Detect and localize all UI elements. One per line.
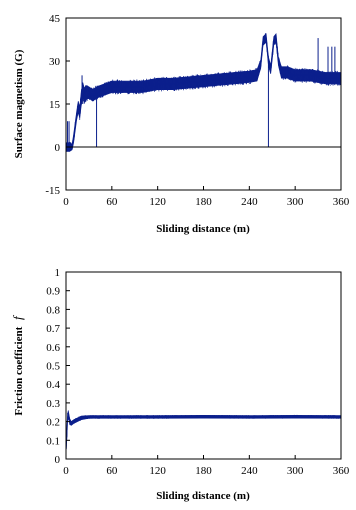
y-tick-label: 0.5 — [46, 361, 60, 373]
x-tick-label: 240 — [241, 465, 258, 477]
series-line — [65, 414, 342, 450]
y-tick-label: 0 — [55, 142, 61, 154]
x-tick-label: 120 — [149, 196, 166, 208]
y-axis-label: Surface magnetism (G) — [13, 49, 25, 158]
y-tick-label: 0 — [55, 454, 61, 466]
x-tick-label: 60 — [106, 465, 118, 477]
y-tick-label: 45 — [49, 13, 61, 25]
y-tick-label: 0.4 — [46, 379, 60, 391]
y-tick-label: 0.2 — [46, 417, 60, 429]
y-tick-label: 0.7 — [46, 323, 60, 335]
x-tick-label: 0 — [63, 196, 69, 208]
y-tick-label: 30 — [49, 56, 61, 68]
series-line — [66, 36, 341, 148]
y-axis-label-group: Friction coefficient f — [10, 314, 25, 416]
y-tick-label: 15 — [49, 99, 61, 111]
y-tick-label: 1 — [55, 267, 61, 279]
x-tick-label: 300 — [287, 196, 304, 208]
y-tick-label: -15 — [45, 185, 60, 197]
surface-magnetism-data — [65, 33, 342, 153]
x-axis-label: Sliding distance (m) — [156, 490, 250, 502]
series-noise-band — [65, 33, 342, 152]
x-tick-label: 360 — [333, 465, 350, 477]
y-tick-label: 0.6 — [46, 342, 60, 354]
y-tick-label: 0.3 — [46, 398, 60, 410]
plot-frame — [65, 17, 342, 191]
x-axis-label: Sliding distance (m) — [156, 223, 250, 235]
plot-frame — [65, 271, 342, 460]
x-tick-label: 120 — [149, 465, 166, 477]
x-tick-label: 300 — [287, 465, 304, 477]
y-tick-label: 0.8 — [46, 304, 60, 316]
y-tick-label: 0.1 — [46, 435, 60, 447]
x-tick-label: 240 — [241, 196, 258, 208]
series-noise-strokes — [65, 413, 342, 455]
friction-coefficient-data — [65, 410, 342, 455]
x-tick-label: 180 — [195, 465, 212, 477]
friction-coefficient-chart: 0 60 120 180 240 300 360 0 0.1 0.2 0.3 0.4 0.5 0.6 0.7… — [10, 267, 350, 502]
x-tick-label: 60 — [106, 196, 118, 208]
x-tick-label: 180 — [195, 196, 212, 208]
y-tick-label: 0.9 — [46, 286, 60, 298]
y-axis-symbol: f — [10, 314, 25, 320]
x-tick-label: 360 — [333, 196, 350, 208]
x-tick-label: 0 — [63, 465, 69, 477]
axis-ticks: 0 60 120 180 240 300 360 0 0.1 0.2 0.3 0.4 0.5 0.6 0.7… — [46, 267, 350, 477]
y-axis-label: Friction coefficient — [13, 326, 25, 415]
svg-text:Friction coefficient f: Friction coefficient f — [10, 314, 25, 416]
